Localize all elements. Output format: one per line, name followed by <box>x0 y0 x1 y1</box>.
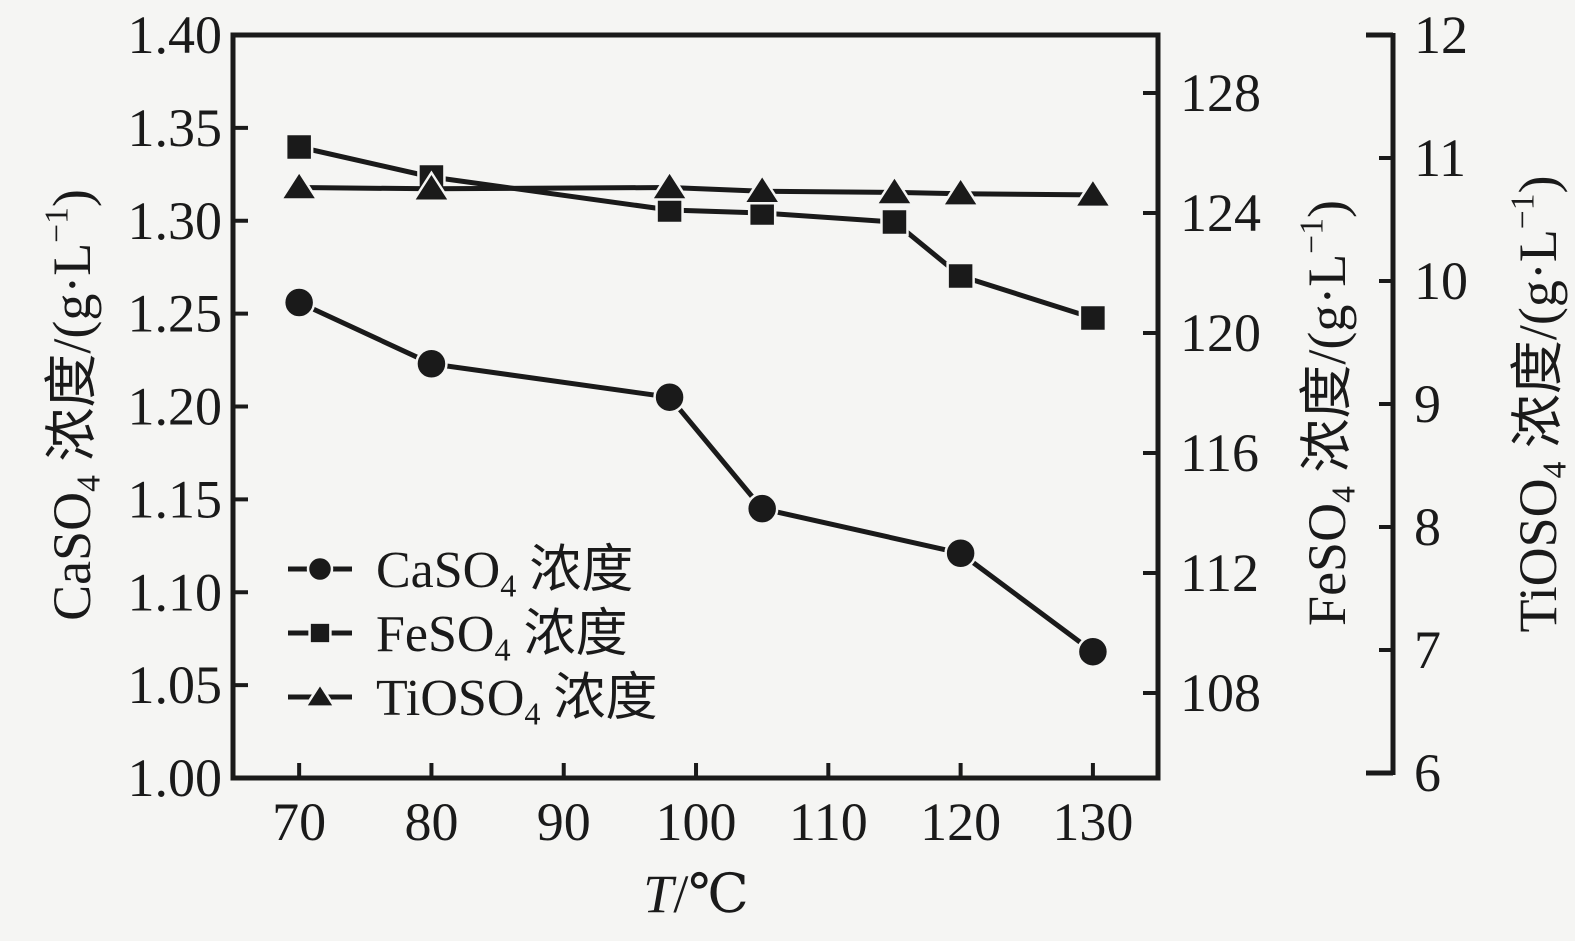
left-axis: 1.00 1.05 1.10 1.15 1.20 1.25 1.30 1.35 1.40 CaSO… <box>38 5 248 808</box>
right1-axis-title: FeSO4 浓度/(g·L−1) <box>1293 200 1362 626</box>
x-axis-title: T/℃ <box>643 864 748 924</box>
right-axis-tioso4: 6 7 8 9 10 11 12 TiOSO4 浓度/(g·L−1) <box>1366 5 1574 803</box>
left-tick-label: 1.05 <box>128 655 223 715</box>
right1-tick-label: 108 <box>1180 663 1261 723</box>
left-axis-title: CaSO4 浓度/(g·L−1) <box>38 189 107 621</box>
right1-tick-label: 120 <box>1180 303 1261 363</box>
left-tick-label: 1.40 <box>128 5 223 65</box>
square-marker <box>1078 303 1108 333</box>
left-tick-label: 1.30 <box>128 191 223 251</box>
x-axis: 70 80 90 100 110 120 130 T/℃ <box>272 763 1133 924</box>
right1-tick-label: 128 <box>1180 63 1261 123</box>
series-line <box>298 300 1095 654</box>
right2-tick-label: 9 <box>1414 374 1441 434</box>
legend-item: TiOSO4 浓度 <box>288 670 658 731</box>
circle-marker <box>306 555 334 583</box>
triangle-marker <box>303 681 337 708</box>
plot-border <box>230 32 1161 781</box>
triangle-marker <box>940 175 981 207</box>
x-tick-label: 100 <box>656 792 737 852</box>
legend-item: FeSO4 浓度 <box>288 606 628 667</box>
triangle-marker <box>1072 176 1114 209</box>
square-marker <box>946 261 975 291</box>
series-circle <box>282 286 1110 668</box>
legend-label: FeSO4 浓度 <box>376 606 628 667</box>
x-tick-label: 120 <box>920 792 1001 852</box>
x-tick-label: 90 <box>537 792 591 852</box>
square-marker <box>284 132 314 162</box>
x-tick-label: 80 <box>404 792 458 852</box>
right1-tick-label: 124 <box>1180 183 1261 243</box>
left-tick-label: 1.15 <box>128 469 223 529</box>
triangle-marker <box>278 169 320 201</box>
x-tick-label: 110 <box>789 792 868 852</box>
circle-marker <box>745 492 779 525</box>
square-marker <box>308 621 332 645</box>
series-square <box>284 132 1108 333</box>
square-marker <box>880 207 909 237</box>
circle-marker <box>944 536 977 570</box>
right2-tick-label: 10 <box>1414 251 1468 311</box>
circle-marker <box>415 347 448 381</box>
circle-marker <box>1076 635 1110 668</box>
right2-tick-label: 7 <box>1414 620 1441 680</box>
right2-tick-label: 8 <box>1414 497 1441 557</box>
right2-axis-title: TiOSO4 浓度/(g·L−1) <box>1504 176 1573 633</box>
circle-marker <box>282 286 316 319</box>
legend-item: CaSO4 浓度 <box>288 542 633 603</box>
left-tick-label: 1.35 <box>128 98 223 158</box>
right2-tick-label: 12 <box>1414 5 1468 65</box>
right1-tick-label: 116 <box>1180 423 1259 483</box>
circle-marker <box>653 380 686 414</box>
series-triangle <box>278 169 1114 209</box>
left-tick-label: 1.10 <box>128 562 223 622</box>
right2-tick-label: 11 <box>1414 128 1466 188</box>
right2-tick-label: 6 <box>1414 743 1441 803</box>
left-tick-label: 1.00 <box>128 748 223 808</box>
x-tick-label: 70 <box>272 792 326 852</box>
x-tick-label: 130 <box>1052 792 1133 852</box>
legend-label: TiOSO4 浓度 <box>376 670 658 731</box>
triangle-marker <box>411 170 452 202</box>
triangle-marker <box>741 172 783 205</box>
triangle-marker <box>874 174 915 206</box>
right1-tick-label: 112 <box>1180 543 1259 603</box>
legend-label: CaSO4 浓度 <box>376 542 633 603</box>
left-tick-label: 1.20 <box>128 377 223 437</box>
square-marker <box>655 195 684 225</box>
right-axis-feso4: 108 112 116 120 124 128 FeSO4 浓度/(g·L−1) <box>1143 63 1363 723</box>
left-tick-label: 1.25 <box>128 284 223 344</box>
triangle-marker <box>649 169 690 201</box>
